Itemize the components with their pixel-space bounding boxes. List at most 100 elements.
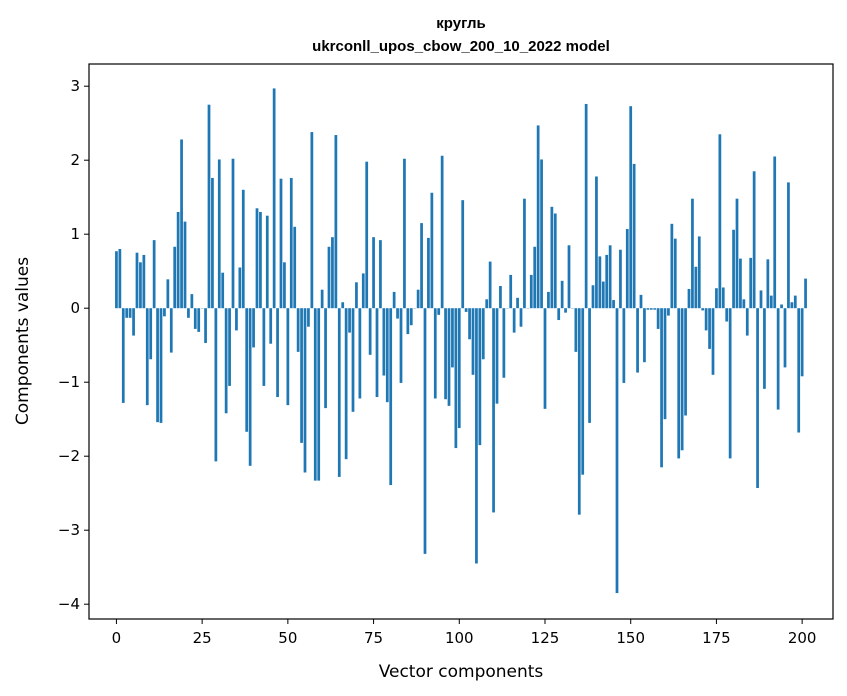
bar-141	[598, 256, 602, 309]
bar-163	[673, 238, 677, 309]
bar-140	[595, 176, 598, 309]
bar-81	[392, 291, 396, 309]
bar-23	[193, 308, 197, 329]
bar-106	[478, 308, 482, 446]
bar-88	[416, 289, 420, 309]
bar-53	[296, 308, 300, 352]
bar-117	[516, 297, 519, 309]
y-tick-label: −3	[58, 521, 80, 539]
bar-165	[680, 308, 684, 451]
bar-44	[265, 215, 269, 309]
bar-172	[704, 308, 708, 331]
bar-200	[800, 308, 804, 377]
bar-190	[766, 259, 770, 309]
bar-135	[577, 308, 581, 515]
bar-145	[612, 300, 615, 309]
bar-180	[732, 229, 735, 309]
bar-95	[440, 155, 444, 309]
bar-54	[300, 308, 303, 443]
bar-161	[667, 308, 670, 316]
bar-32	[224, 308, 228, 414]
bar-129	[557, 308, 561, 321]
bar-130	[560, 280, 564, 309]
bar-62	[327, 246, 331, 309]
bar-128	[553, 213, 557, 309]
bar-142	[601, 281, 605, 309]
bar-46	[272, 88, 276, 309]
bar-197	[790, 302, 794, 309]
bar-154	[643, 308, 646, 363]
bar-50	[286, 308, 290, 406]
bar-122	[533, 246, 537, 309]
bar-31	[221, 272, 225, 309]
bar-20	[183, 221, 187, 309]
bar-149	[625, 229, 629, 309]
y-tick-label: 0	[70, 299, 80, 317]
bar-116	[512, 308, 516, 333]
bar-164	[677, 308, 681, 459]
bar-115	[509, 274, 513, 309]
bar-91	[427, 237, 430, 309]
bar-18	[176, 212, 180, 309]
y-tick-label: 1	[70, 225, 80, 243]
bar-109	[488, 261, 492, 309]
bar-96	[444, 308, 447, 400]
x-axis-ticks: 0 25 50 75 100 125 150 175 200	[112, 619, 816, 647]
bar-110	[492, 308, 495, 513]
bar-58	[313, 308, 317, 481]
bar-45	[269, 308, 273, 344]
bar-101	[461, 200, 465, 309]
bar-201	[804, 278, 807, 309]
bar-171	[701, 308, 705, 311]
bar-86	[409, 308, 413, 326]
bar-76	[375, 308, 379, 397]
bar-111	[495, 308, 499, 404]
plot-frame	[88, 63, 834, 620]
bar-187	[756, 308, 759, 489]
bar-105	[475, 308, 478, 564]
bar-134	[574, 308, 578, 352]
bar-189	[763, 308, 766, 389]
bar-9	[145, 308, 149, 406]
bar-26	[204, 308, 207, 343]
bars-group	[115, 88, 807, 594]
bar-38	[245, 308, 249, 432]
bar-57	[310, 132, 314, 309]
bar-99	[454, 308, 458, 449]
bar-78	[382, 308, 386, 376]
x-tick-label: 25	[193, 629, 212, 647]
x-tick-label: 0	[112, 629, 122, 647]
bar-15	[166, 279, 170, 309]
bar-82	[396, 308, 399, 319]
bar-71	[358, 308, 362, 399]
bar-5	[132, 308, 135, 336]
bar-74	[368, 308, 372, 355]
bar-131	[564, 308, 567, 313]
bar-73	[365, 161, 369, 309]
bar-21	[187, 308, 190, 318]
bar-28	[211, 177, 214, 309]
y-tick-label: 2	[70, 151, 80, 169]
bar-65	[337, 308, 341, 477]
bar-70	[355, 282, 358, 309]
bar-166	[684, 308, 687, 416]
bar-52	[293, 226, 297, 309]
y-axis-ticks: −4 −3 −2 −1 0 1 2 3	[58, 77, 89, 613]
bar-184	[745, 308, 749, 336]
bar-151	[632, 163, 636, 309]
bar-193	[776, 308, 780, 410]
bar-191	[769, 295, 773, 309]
y-axis-label: Components values	[13, 257, 33, 425]
bar-49	[283, 262, 286, 309]
bar-94	[437, 308, 441, 315]
bar-127	[550, 206, 554, 309]
bar-158	[656, 308, 660, 329]
bar-179	[728, 308, 732, 459]
bar-84	[403, 158, 406, 309]
y-tick-label: 3	[70, 77, 80, 95]
bar-178	[725, 308, 729, 322]
bar-192	[773, 156, 777, 309]
bar-17	[173, 246, 177, 309]
bar-175	[715, 288, 718, 309]
